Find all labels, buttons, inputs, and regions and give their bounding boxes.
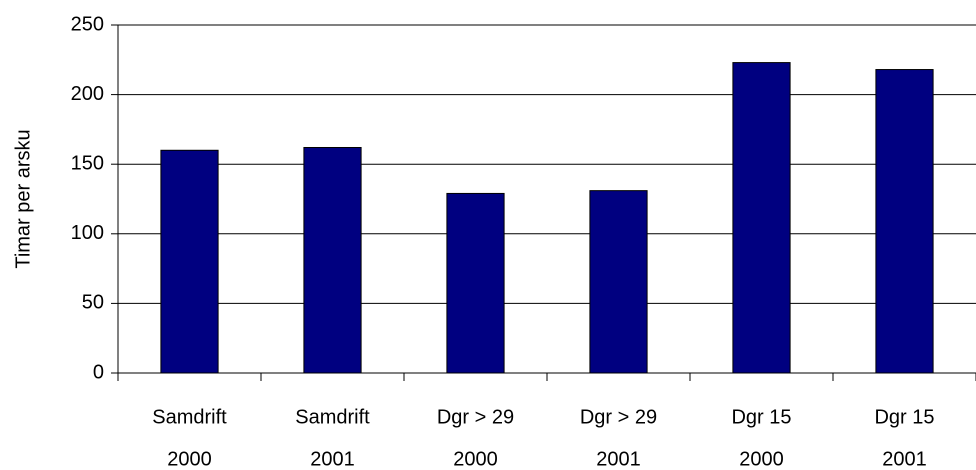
x-tick-label: 2000 [453,448,498,470]
x-tick-label: 2000 [739,448,784,470]
x-tick-label: Dgr > 29 [437,406,514,428]
x-tick-label: Dgr > 29 [580,406,657,428]
x-tick-label: Dgr 15 [874,406,934,428]
y-tick-label: 200 [71,83,104,105]
y-tick-label: 0 [93,361,104,383]
x-tick-label: 2001 [310,448,355,470]
bar [303,146,362,374]
y-tick-label: 250 [71,13,104,35]
bar [160,149,219,374]
y-tick-label: 100 [71,222,104,244]
y-tick-label: 150 [71,152,104,174]
x-tick-label: Dgr 15 [731,406,791,428]
bar [589,190,648,374]
x-tick-label: 2000 [167,448,212,470]
bar [446,192,505,374]
x-tick-label: 2001 [596,448,641,470]
bar [875,69,934,374]
x-tick-label: Samdrift [295,406,370,428]
x-tick-label: Samdrift [152,406,227,428]
y-axis-label: Timar per arsku [12,129,34,268]
y-tick-label: 50 [82,292,104,314]
bar [732,62,791,374]
x-tick-label: 2001 [882,448,927,470]
